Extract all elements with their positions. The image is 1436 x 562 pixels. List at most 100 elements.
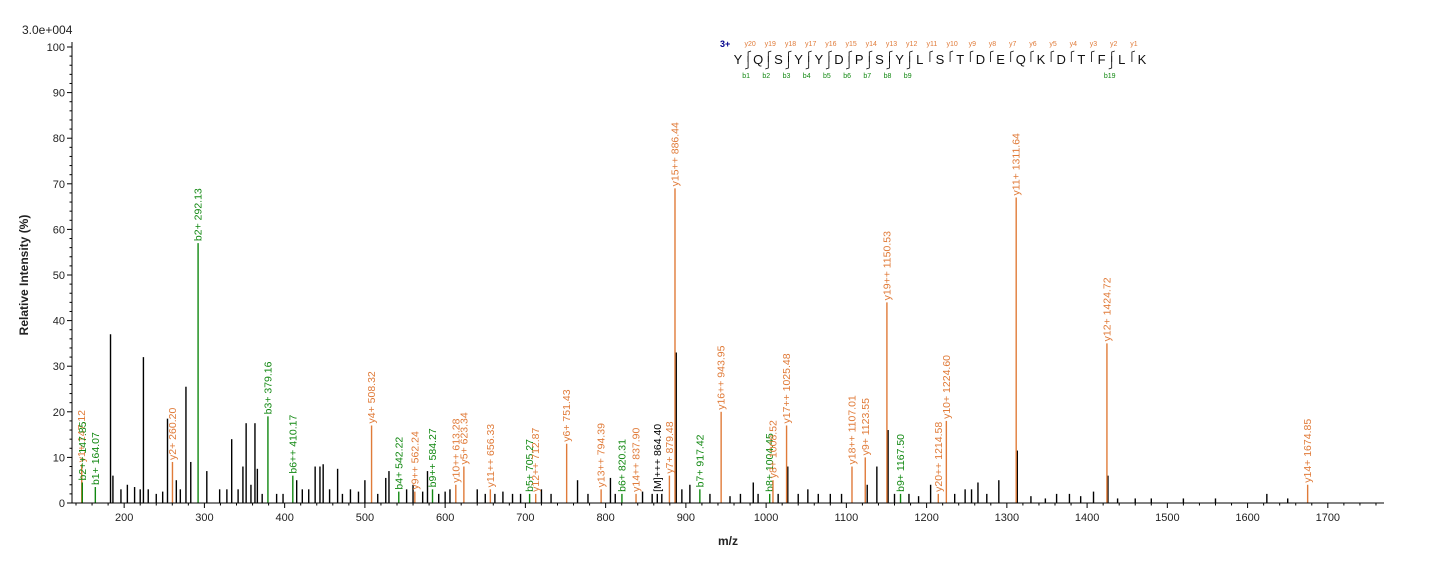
b-ion-label: b9++ 584.27 <box>427 428 439 487</box>
x-tick-label: 1600 <box>1235 512 1259 524</box>
y-ion-label: y2+ 260.20 <box>167 408 179 460</box>
y-ion-marker: y11 <box>927 41 938 48</box>
y-ion-marker: y4 <box>1070 41 1078 48</box>
y-tick-label: 100 <box>47 42 65 54</box>
b-ion-bracket <box>1108 56 1113 70</box>
x-tick-label: 400 <box>275 512 293 524</box>
b-ion-label: b3+ 379.16 <box>262 361 274 414</box>
sequence-residue: Y <box>734 52 743 67</box>
sequence-residue: F <box>1098 52 1106 67</box>
sequence-residue: S <box>875 52 884 67</box>
sequence-residue: K <box>1037 52 1046 67</box>
b-ion-label: b1+ 164.07 <box>90 432 102 485</box>
b-ion-label: b5+ 705.27 <box>524 439 536 492</box>
y-ion-marker: y7 <box>1009 41 1017 48</box>
y-ion-marker: y5 <box>1049 41 1057 48</box>
sequence-residue: Y <box>895 52 904 67</box>
b-ion-marker: b2 <box>762 73 770 80</box>
x-tick-label: 1700 <box>1316 512 1340 524</box>
y-ion-label: y11++ 656.33 <box>485 424 497 488</box>
y-tick-label: 40 <box>53 316 65 328</box>
y-tick-label: 0 <box>59 498 65 510</box>
y-axis-title: Relative Intensity (%) <box>17 215 31 336</box>
sequence-residue: T <box>1077 52 1085 67</box>
y-ion-label: y14+ 1674.85 <box>1302 419 1314 483</box>
sequence-residue: D <box>834 52 843 67</box>
y-ion-label: y9++ 562.24 <box>409 431 421 490</box>
y-ion-marker: y3 <box>1090 41 1098 48</box>
sequence-residue: S <box>774 52 783 67</box>
y-ion-label: y8+ 1008.52 <box>767 420 779 478</box>
y-tick-label: 70 <box>53 179 65 191</box>
sequence-residue: T <box>956 52 964 67</box>
x-axis-title: m/z <box>718 534 738 548</box>
b-ion-bracket <box>825 56 830 70</box>
b-ion-bracket <box>765 56 769 70</box>
y-ion-marker: y20 <box>744 41 755 48</box>
y-ion-bracket <box>868 50 873 62</box>
y-ion-label: y5+ 623.34 <box>458 412 470 464</box>
y-tick-label: 60 <box>53 224 65 236</box>
b-ion-label: b2+ 292.13 <box>193 188 205 241</box>
x-tick-label: 1400 <box>1075 512 1099 524</box>
y-ion-label: y20++ 1214.58 <box>933 422 945 492</box>
x-tick-label: 200 <box>115 512 133 524</box>
y-ion-label: y15++ 886.44 <box>669 122 681 186</box>
sequence-residue: Y <box>794 52 803 67</box>
y-ion-marker: y2 <box>1110 41 1118 48</box>
y-ion-label: y7+ 879.48 <box>664 421 676 473</box>
y-ion-marker: y17 <box>805 41 816 48</box>
x-tick-label: 600 <box>436 512 454 524</box>
y-ion-bracket <box>1050 50 1055 62</box>
y-ion-bracket <box>1010 50 1014 62</box>
x-tick-label: 1100 <box>835 512 859 524</box>
y-ion-label: y6+ 751.43 <box>561 389 573 441</box>
y-ion-marker: y15 <box>845 41 856 48</box>
y-ion-label: y12+ 1424.72 <box>1101 277 1113 341</box>
sequence-residue: L <box>916 52 923 67</box>
y-ion-marker: y1 <box>1130 41 1138 48</box>
y-ion-label: y10++ 613.28 <box>450 418 462 482</box>
x-tick-label: 700 <box>516 512 534 524</box>
b-ion-bracket <box>744 56 749 70</box>
b-ion-bracket <box>805 56 810 70</box>
y-ion-label: y10+ 1224.60 <box>941 355 953 419</box>
y-ion-bracket <box>969 50 974 62</box>
sequence-residue: D <box>1057 52 1066 67</box>
b-ion-bracket <box>866 56 870 70</box>
y-ion-bracket <box>1030 50 1035 62</box>
y-ion-label: y11+ 1311.64 <box>1011 133 1023 196</box>
x-tick-label: 900 <box>677 512 695 524</box>
sequence-residue: L <box>1118 52 1125 67</box>
y-ion-bracket <box>747 50 752 62</box>
sequence-residue: Q <box>753 52 763 67</box>
y-ion-bracket <box>788 50 792 62</box>
b-ion-marker: b5 <box>823 73 831 80</box>
y-ion-marker: y6 <box>1029 41 1037 48</box>
y-ion-label: y12++ 712.87 <box>530 427 542 491</box>
y-ion-bracket <box>767 50 772 62</box>
y-ion-label: y13++ 794.39 <box>596 423 608 487</box>
x-tick-label: 500 <box>356 512 374 524</box>
y-ion-label: y1+ 147.12 <box>76 410 88 462</box>
y-tick-label: 80 <box>53 133 65 145</box>
y-ion-label: y9+ 1123.55 <box>860 398 872 455</box>
b-ion-marker: b1 <box>742 73 750 80</box>
b-ion-marker: b9 <box>904 73 912 80</box>
axes: 0 10 20 30 40 50 60 70 80 90 100 200 300 400 500 600 700… <box>47 42 1384 524</box>
b-ion-marker: b3 <box>783 73 791 80</box>
y-ion-marker: y13 <box>886 41 897 48</box>
y-ion-marker: y8 <box>989 41 997 48</box>
y-ion-bracket <box>1070 50 1075 62</box>
sequence-residue: E <box>996 52 1005 67</box>
b-ion-marker: b19 <box>1104 73 1116 80</box>
y-ion-bracket <box>949 50 954 62</box>
y-tick-label: 20 <box>53 407 65 419</box>
x-tick-label: 1200 <box>914 512 938 524</box>
b-ion-label: b7+ 917.42 <box>694 434 706 487</box>
y-ion-bracket <box>848 50 853 62</box>
y-ion-marker: y10 <box>946 41 957 48</box>
x-tick-label: 800 <box>596 512 614 524</box>
